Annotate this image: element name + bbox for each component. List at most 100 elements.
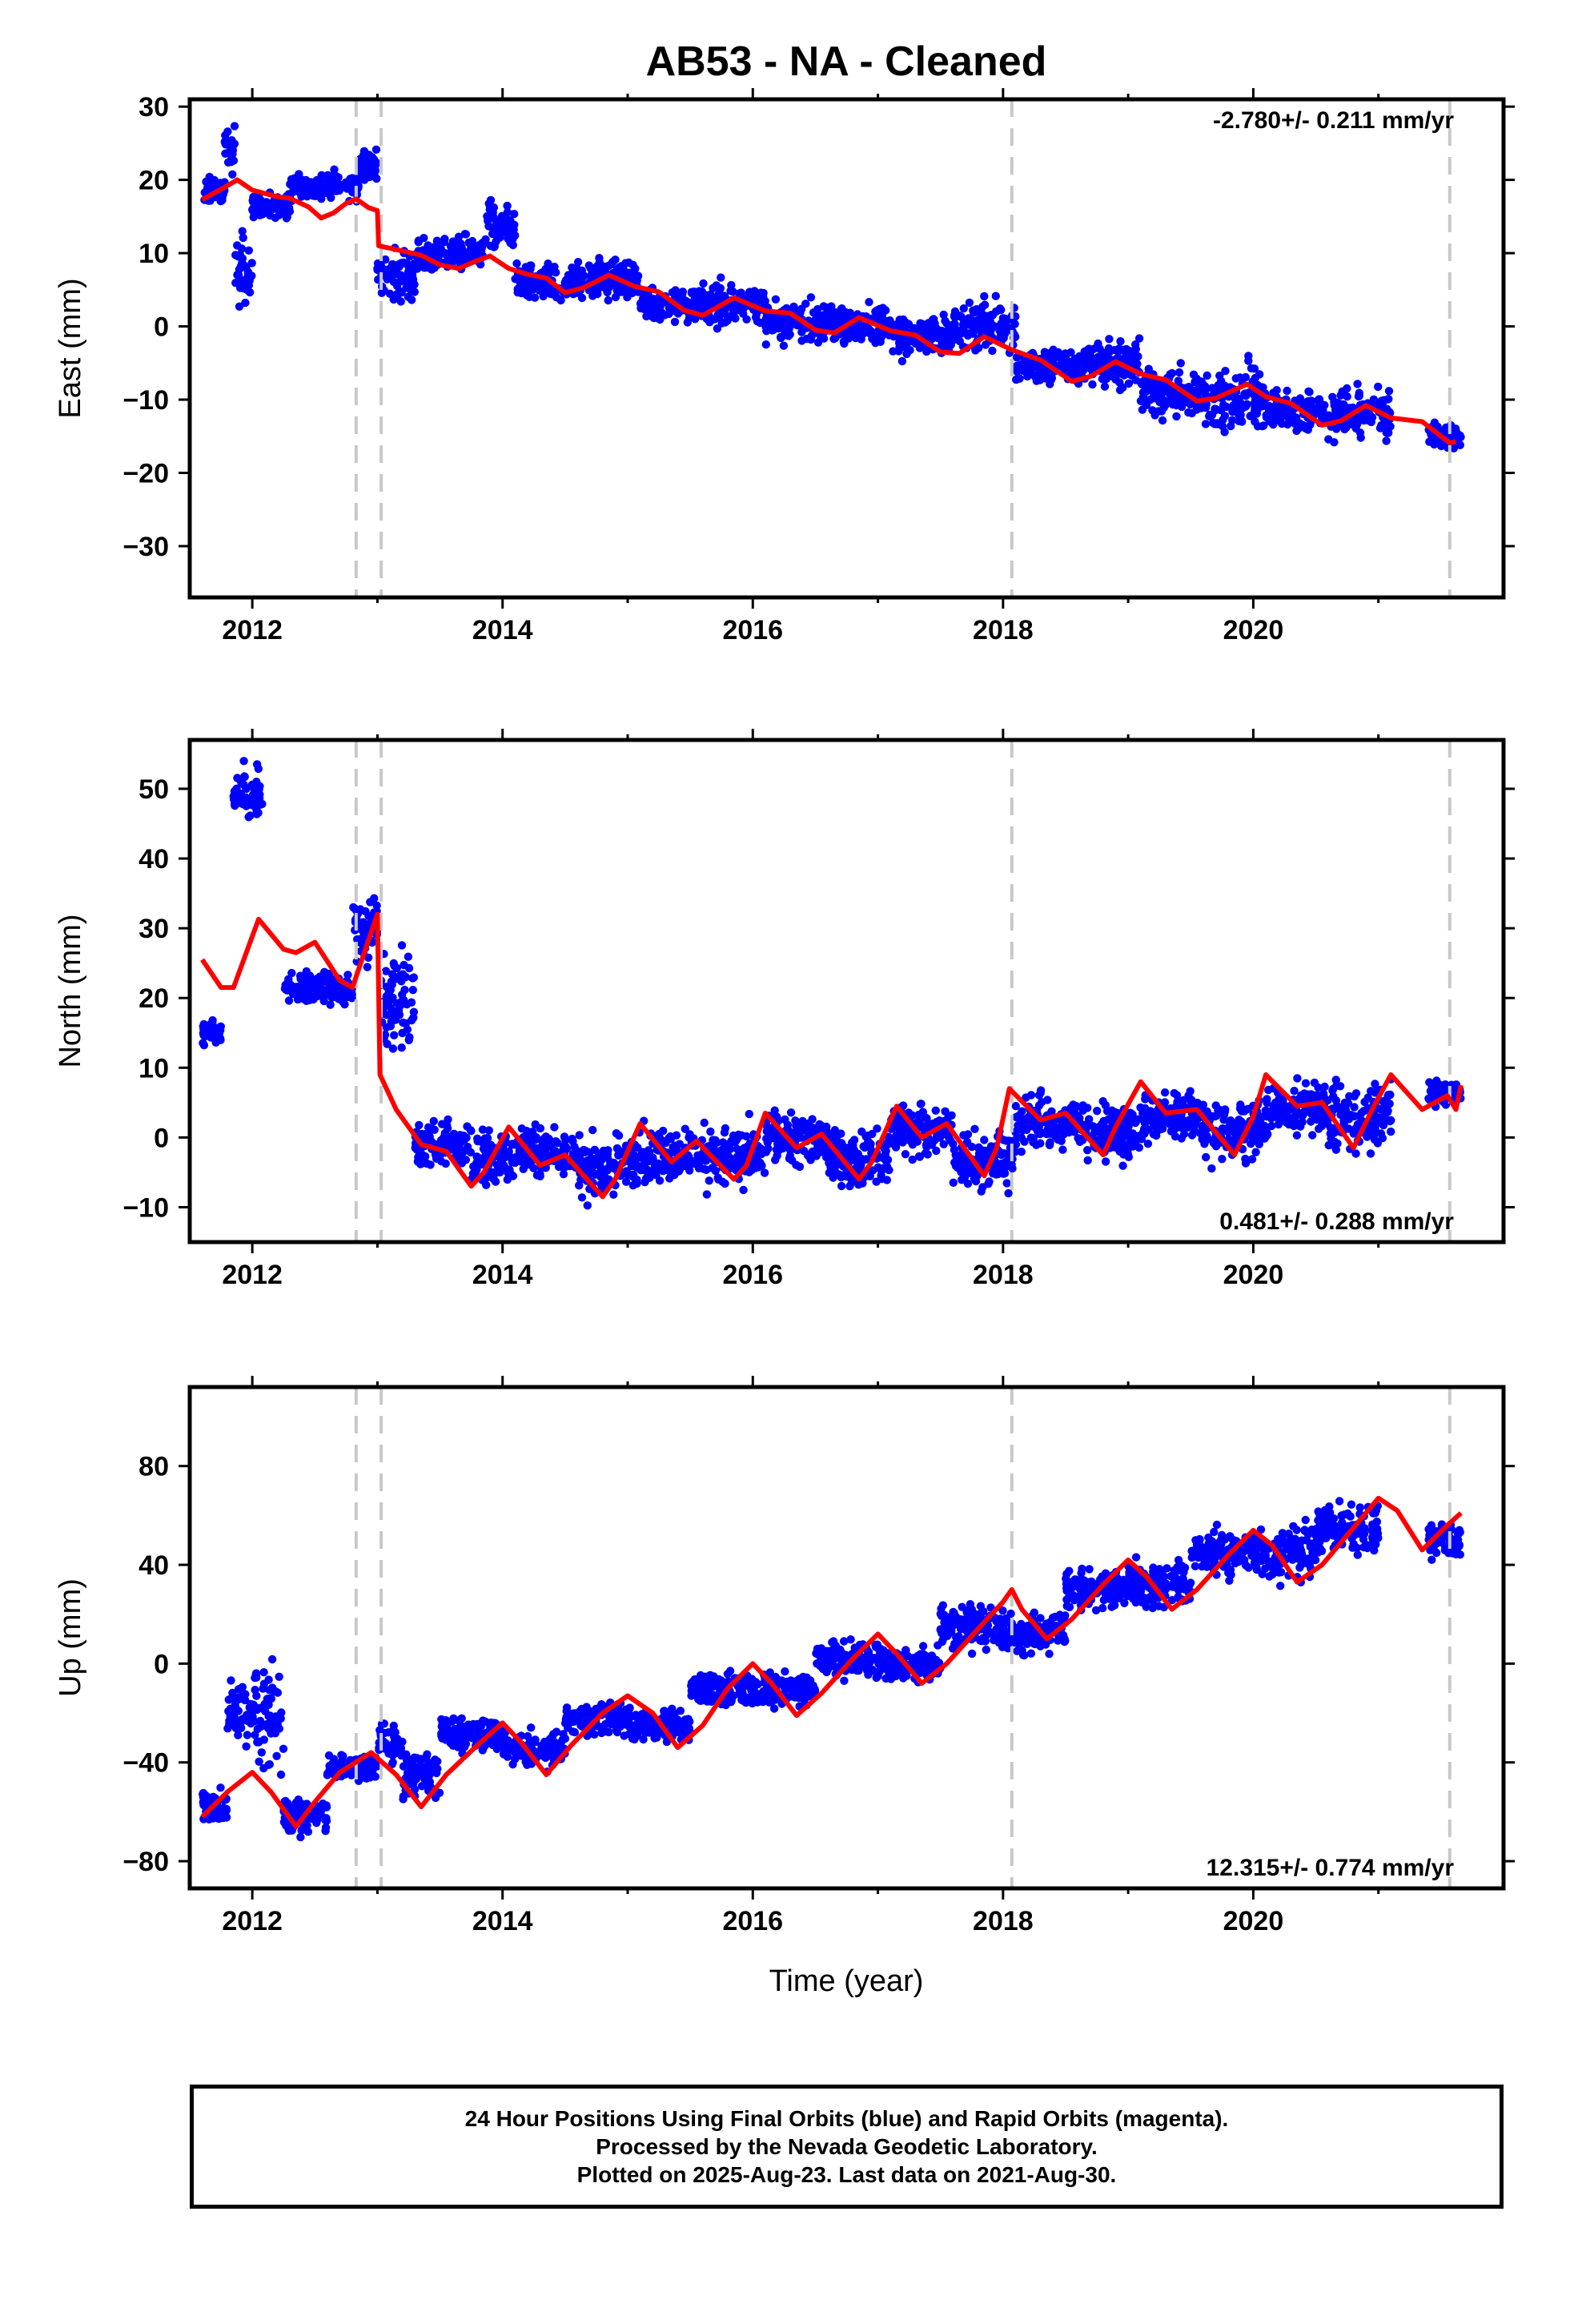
north-data-point xyxy=(998,1148,1006,1158)
east-data-point xyxy=(396,287,404,296)
east-data-point xyxy=(381,255,390,264)
north-data-point xyxy=(968,1165,977,1174)
east-data-point xyxy=(1134,334,1144,343)
east-data-point xyxy=(759,292,768,301)
north-data-point xyxy=(1058,1145,1067,1154)
east-data-point xyxy=(1238,417,1247,426)
east-data-point xyxy=(1012,361,1022,371)
north-data-point xyxy=(398,1028,407,1038)
east-data-point xyxy=(1211,420,1219,428)
east-data-point xyxy=(763,322,772,332)
east-data-point xyxy=(1303,397,1312,406)
east-data-point xyxy=(753,317,762,326)
east-data-point xyxy=(997,305,1006,315)
north-data-point xyxy=(718,1138,728,1147)
east-data-point xyxy=(327,193,335,203)
north-data-point xyxy=(918,1108,928,1116)
east-data-point xyxy=(600,283,609,292)
east-data-point xyxy=(797,328,806,336)
north-data-point xyxy=(941,1107,950,1116)
north-data-point xyxy=(239,757,248,766)
north-data-point xyxy=(791,1116,800,1125)
east-data-point xyxy=(1034,370,1043,379)
east-data-point xyxy=(220,137,229,147)
north-data-point xyxy=(1387,1116,1395,1125)
east-data-point xyxy=(1269,408,1278,416)
north-data-point xyxy=(1331,1076,1340,1084)
north-data-point xyxy=(484,1126,493,1135)
east-data-point xyxy=(283,212,291,222)
north-data-point xyxy=(1026,1091,1036,1100)
east-data-point xyxy=(1383,395,1392,404)
east-data-point xyxy=(1000,330,1010,339)
east-data-point xyxy=(510,210,519,219)
north-data-point xyxy=(645,1173,654,1183)
east-data-point xyxy=(1258,402,1267,411)
east-data-point xyxy=(865,298,873,307)
north-data-point xyxy=(804,1119,813,1128)
north-data-point xyxy=(575,1152,584,1162)
north-data-point xyxy=(1235,1104,1245,1113)
north-data-point xyxy=(861,1155,869,1164)
east-data-point xyxy=(365,172,374,182)
east-data-point xyxy=(578,273,587,282)
north-data-point xyxy=(313,991,322,1001)
east-data-point xyxy=(358,166,367,175)
north-data-point xyxy=(1011,1102,1021,1111)
east-data-point xyxy=(980,292,989,301)
north-data-point xyxy=(840,1148,849,1157)
north-data-point xyxy=(882,1176,892,1184)
north-data-point xyxy=(382,992,391,1001)
north-data-point xyxy=(1360,1097,1369,1107)
north-data-point xyxy=(733,1135,741,1144)
east-data-point xyxy=(889,321,898,331)
east-data-point xyxy=(468,236,477,246)
east-data-point xyxy=(827,302,836,311)
north-data-point xyxy=(1314,1083,1323,1092)
north-data-point xyxy=(914,1152,924,1161)
east-data-point xyxy=(396,259,404,268)
north-data-point xyxy=(723,1150,732,1160)
north-data-point xyxy=(751,1164,760,1172)
north-data-point xyxy=(1014,1112,1023,1120)
east-data-point xyxy=(1166,370,1174,379)
north-data-point xyxy=(1357,1108,1366,1117)
east-data-point xyxy=(423,246,432,255)
north-data-point xyxy=(255,800,265,809)
east-data-point xyxy=(1105,335,1114,344)
east-data-point xyxy=(1019,361,1029,371)
north-data-point xyxy=(932,1146,941,1156)
north-data-point xyxy=(1307,1090,1316,1099)
east-data-point xyxy=(588,263,597,273)
east-y-tick-label: 20 xyxy=(139,166,169,196)
east-data-point xyxy=(1304,387,1313,396)
north-data-point xyxy=(970,1124,979,1134)
north-data-point xyxy=(400,995,408,1005)
east-data-point xyxy=(976,319,985,328)
north-data-point xyxy=(971,1176,981,1186)
east-data-point xyxy=(228,170,237,179)
north-data-point xyxy=(1378,1134,1387,1143)
east-data-point xyxy=(460,230,469,239)
east-data-point xyxy=(1150,411,1159,420)
north-data-point xyxy=(761,1148,771,1156)
north-data-point xyxy=(984,1180,993,1188)
north-data-point xyxy=(1228,1122,1237,1131)
north-data-point xyxy=(500,1163,509,1172)
north-data-point xyxy=(568,1137,577,1146)
north-data-point xyxy=(1173,1097,1182,1107)
north-data-point xyxy=(388,1009,398,1018)
north-data-point xyxy=(486,1140,496,1149)
north-data-point xyxy=(950,1158,959,1167)
north-data-point xyxy=(1292,1111,1302,1120)
north-data-point xyxy=(714,1175,723,1184)
east-data-point xyxy=(1062,356,1070,364)
north-data-point xyxy=(795,1162,805,1172)
north-data-point xyxy=(1141,1108,1150,1117)
north-data-point xyxy=(917,1100,926,1108)
east-data-point xyxy=(771,295,781,304)
north-data-point xyxy=(1256,1116,1265,1124)
north-data-point xyxy=(583,1201,592,1210)
north-data-point xyxy=(1029,1122,1038,1131)
east-data-point xyxy=(235,265,244,274)
